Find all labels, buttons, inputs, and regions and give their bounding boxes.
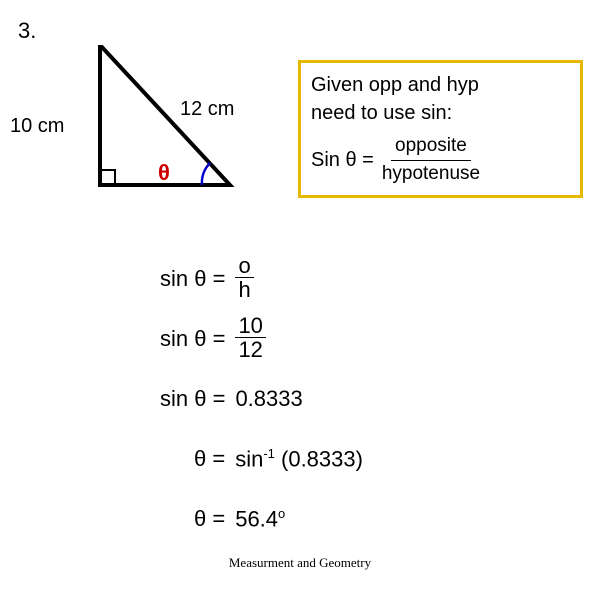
- step3-lhs: sin θ =: [160, 386, 225, 412]
- info-box: Given opp and hyp need to use sin: Sin θ…: [298, 60, 583, 198]
- info-line2: need to use sin:: [311, 99, 570, 127]
- footer-text: Measurment and Geometry: [0, 555, 600, 571]
- step-5: θ = 56.4o: [160, 498, 363, 540]
- step2-num: 10: [235, 315, 265, 338]
- left-side-label: 10 cm: [10, 115, 64, 138]
- step-2: sin θ = 10 12: [160, 318, 363, 360]
- hypotenuse-label: 12 cm: [180, 98, 234, 121]
- step5-deg: o: [278, 506, 285, 521]
- step2-frac: 10 12: [235, 315, 265, 362]
- step5-lhs: θ =: [194, 506, 225, 532]
- step1-den: h: [235, 278, 253, 302]
- step1-num: o: [235, 255, 253, 278]
- info-formula-num: opposite: [391, 133, 471, 161]
- info-formula-den: hypotenuse: [382, 161, 480, 188]
- step4-arg: (0.8333): [275, 446, 363, 471]
- right-angle-marker: [100, 170, 115, 185]
- step1-lhs: sin θ =: [160, 266, 225, 292]
- step4-sup: -1: [263, 446, 275, 461]
- step4-sin: sin: [235, 446, 263, 471]
- step5-val: 56.4: [235, 506, 278, 531]
- step3-rhs: 0.8333: [235, 386, 302, 412]
- info-formula-fraction: opposite hypotenuse: [382, 133, 480, 187]
- step-3: sin θ = 0.8333: [160, 378, 363, 420]
- info-line1: Given opp and hyp: [311, 71, 570, 99]
- info-formula-lhs: Sin θ =: [311, 146, 374, 174]
- step-1: sin θ = o h: [160, 258, 363, 300]
- step4-rhs: sin-1 (0.8333): [235, 446, 363, 472]
- theta-symbol: θ: [158, 160, 170, 186]
- step5-rhs: 56.4o: [235, 506, 285, 532]
- step2-lhs: sin θ =: [160, 326, 225, 352]
- info-formula: Sin θ = opposite hypotenuse: [311, 133, 570, 187]
- step1-frac: o h: [235, 255, 253, 302]
- angle-arc: [202, 163, 210, 185]
- step2-den: 12: [235, 338, 265, 362]
- step-4: θ = sin-1 (0.8333): [160, 438, 363, 480]
- problem-number: 3.: [18, 18, 36, 44]
- solution-steps: sin θ = o h sin θ = 10 12 sin θ = 0.8333…: [160, 258, 363, 558]
- step4-lhs: θ =: [194, 446, 225, 472]
